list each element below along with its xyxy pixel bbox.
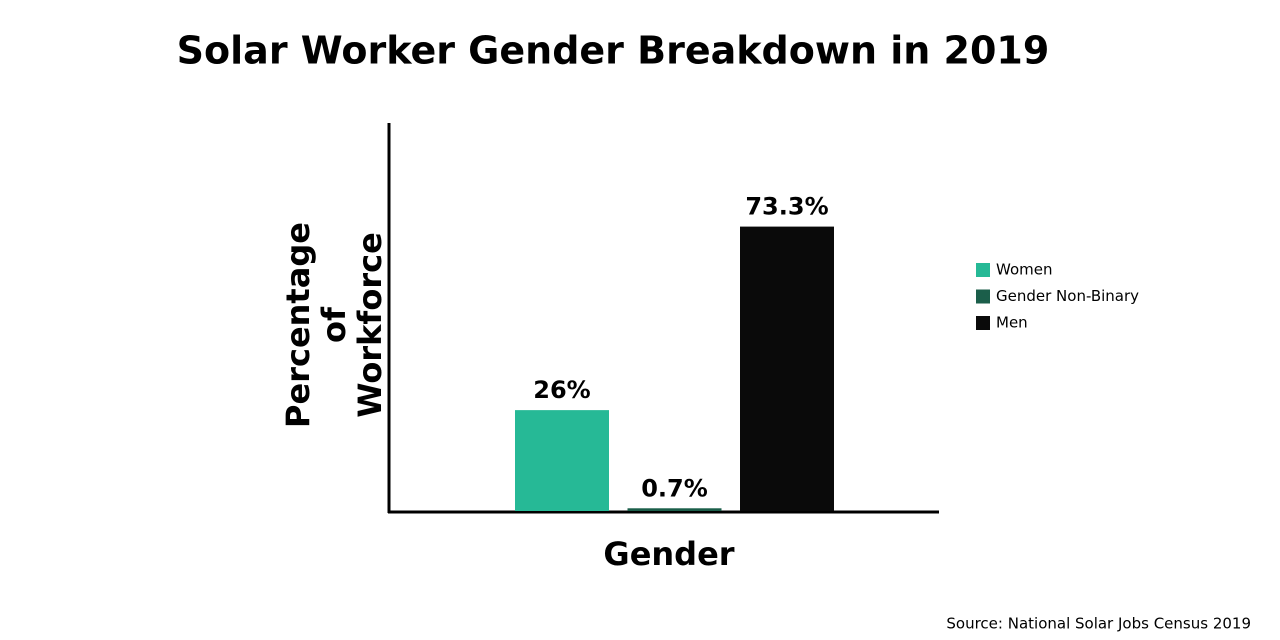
- value-label: 26%: [533, 376, 590, 404]
- legend-label: Women: [996, 261, 1052, 279]
- bar: [627, 508, 722, 511]
- legend-swatch: [976, 316, 990, 330]
- source-note: Source: National Solar Jobs Census 2019: [946, 615, 1251, 633]
- legend-label: Men: [996, 314, 1028, 332]
- y-axis-label: Percentage of Workforce: [279, 222, 389, 428]
- bar: [740, 226, 834, 511]
- chart-title: Solar Worker Gender Breakdown in 2019: [177, 29, 1050, 73]
- legend-label: Gender Non-Binary: [996, 287, 1139, 305]
- value-label: 0.7%: [641, 474, 708, 502]
- legend-swatch: [976, 263, 990, 277]
- legend-swatch: [976, 289, 990, 304]
- x-axis-label: Gender: [603, 535, 734, 573]
- bar: [515, 410, 609, 511]
- value-label: 73.3%: [745, 193, 828, 221]
